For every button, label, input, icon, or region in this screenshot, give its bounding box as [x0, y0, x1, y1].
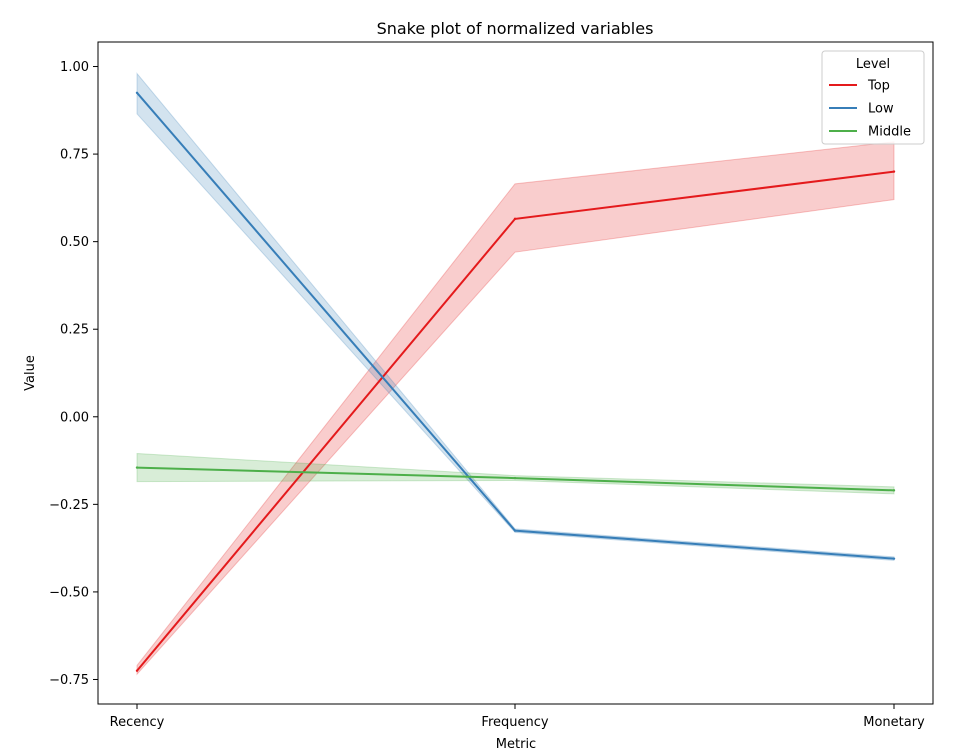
x-tick-label: Monetary	[863, 715, 925, 730]
legend-box	[821, 50, 925, 145]
y-tick-label: 0.00	[60, 410, 89, 425]
y-tick-label: −0.50	[49, 585, 89, 600]
data-point-low	[892, 557, 896, 560]
data-point-low	[135, 91, 139, 94]
y-tick-label: 1.00	[60, 60, 89, 75]
chart-title: Snake plot of normalized variables	[377, 19, 654, 38]
data-point-middle	[513, 476, 517, 480]
x-axis-title: Metric	[496, 737, 536, 752]
ci-band-low	[136, 72, 895, 561]
y-tick-label: −0.75	[49, 673, 89, 688]
data-point-middle	[892, 489, 896, 492]
legend-label-low: Low	[868, 102, 894, 117]
y-axis-title: Value	[23, 355, 38, 391]
y-tick-label: 0.50	[60, 235, 89, 250]
series-lines	[135, 91, 896, 672]
x-tick-label: Recency	[110, 715, 165, 730]
x-axis: Recency Frequency Monetary	[110, 704, 925, 730]
y-tick-label: −0.25	[49, 498, 89, 513]
x-tick-label: Frequency	[481, 715, 548, 730]
data-point-middle	[135, 466, 139, 469]
y-tick-label: 0.25	[60, 323, 89, 338]
legend-label-middle: Middle	[868, 125, 911, 140]
legend-title: Level	[856, 57, 890, 72]
y-tick-label: 0.75	[60, 148, 89, 163]
legend: Level Top Low Middle	[821, 50, 925, 145]
legend-label-top: Top	[867, 79, 890, 94]
data-point-low	[513, 529, 517, 532]
ci-band-top	[136, 141, 895, 676]
data-point-top	[135, 669, 139, 672]
data-point-top	[892, 170, 896, 173]
y-axis: −0.75 −0.50 −0.25 0.00 0.25 0.50 0.75 1.00	[49, 60, 98, 688]
data-point-top	[513, 217, 517, 221]
